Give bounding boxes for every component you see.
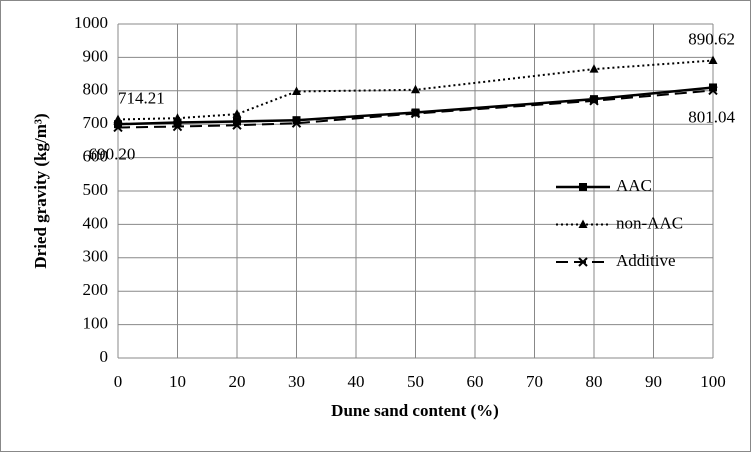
y-tick-label: 200 — [83, 280, 109, 299]
y-tick-label: 600 — [83, 147, 109, 166]
y-tick-label: 400 — [83, 213, 109, 232]
x-tick-label: 50 — [407, 372, 424, 391]
marker — [708, 85, 718, 96]
marker — [113, 114, 123, 123]
x-tick-label: 90 — [645, 372, 662, 391]
data-label: 890.62 — [688, 29, 735, 48]
marker — [114, 120, 122, 129]
y-tick-label: 500 — [83, 180, 109, 199]
marker — [578, 219, 588, 228]
y-tick-label: 900 — [83, 46, 109, 65]
marker — [173, 113, 182, 122]
x-tick-label: 100 — [700, 372, 726, 391]
data-label: 801.04 — [688, 107, 735, 126]
y-axis-title: Dried gravity (kg/m³) — [31, 113, 50, 268]
x-tick-label: 40 — [348, 372, 365, 391]
y-tick-label: 100 — [83, 314, 109, 333]
legend-label: Additive — [616, 251, 676, 270]
y-tick-label: 1000 — [74, 13, 108, 32]
y-tick-label: 700 — [83, 113, 109, 132]
y-tick-label: 300 — [83, 247, 109, 266]
marker — [172, 121, 183, 132]
marker — [590, 95, 598, 104]
marker — [589, 64, 599, 73]
marker — [232, 109, 242, 118]
x-tick-label: 10 — [169, 372, 186, 391]
x-axis-title: Dune sand content (%) — [331, 401, 499, 420]
marker — [579, 183, 587, 191]
x-tick-label: 30 — [288, 372, 305, 391]
y-tick-label: 800 — [83, 80, 109, 99]
x-tick-label: 80 — [586, 372, 603, 391]
marker — [173, 118, 182, 127]
marker — [291, 118, 302, 128]
marker — [708, 55, 718, 65]
legend-label: AAC — [616, 176, 652, 195]
data-label: 690.20 — [89, 144, 136, 163]
marker — [589, 96, 599, 106]
legend-box — [548, 170, 715, 285]
x-tick-label: 20 — [229, 372, 246, 391]
marker — [233, 117, 241, 126]
data-label: 714.21 — [118, 88, 165, 107]
x-tick-label: 70 — [526, 372, 543, 391]
marker — [411, 84, 420, 94]
x-tick-label: 60 — [467, 372, 484, 391]
marker — [113, 122, 123, 133]
marker — [292, 86, 301, 95]
marker — [709, 83, 717, 92]
marker — [232, 120, 242, 130]
legend-label: non-AAC — [616, 213, 683, 232]
x-tick-label: 0 — [114, 372, 123, 391]
y-tick-label: 0 — [100, 347, 109, 366]
marker — [292, 116, 301, 125]
marker — [578, 257, 588, 267]
marker — [410, 108, 421, 119]
